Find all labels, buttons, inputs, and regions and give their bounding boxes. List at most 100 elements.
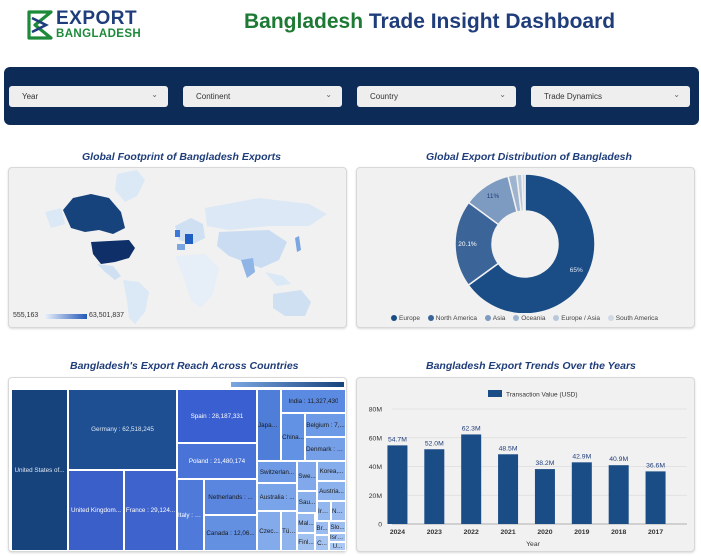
legend-dot [553,315,560,321]
legend-item-north-america[interactable]: North America [427,315,477,322]
bar-data-label: 54.7M [388,436,407,443]
map-panel-title: Global Footprint of Bangladesh Exports [82,151,281,163]
bar-data-label: 62.3M [462,425,481,432]
y-tick-label: 20M [369,493,383,500]
bar-chart[interactable]: Transaction Value (USD) 0 20M 40M 60M 80M 54.7… [357,378,694,551]
bar-2021[interactable] [498,454,519,524]
map-region-spain [177,244,185,250]
treemap-cell-india[interactable]: India : 11,327,430 [281,389,346,413]
treemap-cell-brazil[interactable]: Br... [315,521,329,535]
donut-chart[interactable]: 65% 20.1% 11% [357,168,694,313]
treemap-cell-china[interactable]: China... [281,413,305,461]
legend-dot [427,315,434,321]
bar-2024[interactable] [387,445,408,524]
country-filter-label: Country [370,92,399,101]
legend-item-south-america[interactable]: South America [607,315,658,322]
treemap-cell-sweden[interactable]: Swe... [297,461,317,491]
legend-item-europe-asia[interactable]: Europe / Asia [553,315,600,322]
map-region-russia [205,198,327,230]
bar-panel-title: Bangladesh Export Trends Over the Years [426,360,636,372]
treemap-cell-switzerland[interactable]: Switzerlan... [257,461,297,483]
donut-panel[interactable]: 65% 20.1% 11% Europe North America Asia Oc… [356,167,695,328]
bar-panel[interactable]: Transaction Value (USD) 0 20M 40M 60M 80M 54.7… [356,377,695,552]
map-region-europe [175,218,205,244]
treemap-cell-france[interactable]: France : 29,124... [124,470,177,551]
treemap-cell-uk[interactable]: United Kingdom... [68,470,124,551]
x-tick-label: 2018 [611,529,626,536]
scale-min-label: 555,163 [13,312,39,319]
treemap-cell-germany[interactable]: Germany : 62,518,245 [68,389,177,470]
continent-filter-label: Continent [196,92,231,101]
treemap-cell-korea[interactable]: Korea,... [317,461,346,481]
chevron-down-icon: ⌄ [151,90,158,99]
map-region-south-america [123,280,149,324]
bar-2019[interactable] [571,462,592,524]
treemap-cell-finland[interactable]: Finl... [297,533,315,551]
treemap-cell-netherlands[interactable]: Netherlands : ... [204,479,257,515]
treemap-cell-turkey[interactable]: Tür... [281,511,297,551]
donut-slice-europe[interactable] [467,173,596,313]
bar-2020[interactable] [534,469,555,524]
treemap-cell-usa[interactable]: United States of... [11,389,68,551]
logo-text-export: EXPORT [56,8,138,29]
treemap-panel-title: Bangladesh's Export Reach Across Countri… [70,360,299,372]
treemap-cell-japan[interactable]: Japan... [257,389,281,461]
y-tick-label: 40M [369,464,383,471]
map-region-india [241,258,255,278]
map-region-asia [217,230,287,268]
legend-item-europe[interactable]: Europe [391,315,420,322]
bar-2017[interactable] [645,471,666,524]
treemap-cell-spain[interactable]: Spain : 28,187,331 [177,389,257,443]
treemap-cell-italy[interactable]: Italy : 1... [177,479,204,551]
map-region-germany [185,234,193,244]
treemap-cell-malaysia[interactable]: Mal... [297,513,315,533]
treemap-panel[interactable]: United States of... Germany : 62,518,245… [8,377,347,552]
treemap-cell-saudi[interactable]: Sau... [297,491,317,513]
logo-arrow-icon [27,10,53,40]
x-tick-label: 2022 [464,529,479,536]
treemap-cell-austria[interactable]: Austria... [317,481,346,501]
treemap-cell-norway[interactable]: No... [331,501,346,521]
bar-2022[interactable] [461,434,482,524]
y-tick-label: 60M [369,435,383,442]
map-region-africa [175,254,219,308]
color-scale-bar [45,314,87,319]
treemap-cell-canada[interactable]: Canada : 12,06... [204,515,257,551]
filter-bar: Year ⌄ Continent ⌄ Country ⌄ Trade Dynam… [4,67,699,125]
legend-item-oceania[interactable]: Oceania [513,315,545,322]
treemap-cell-slovakia[interactable]: Slo... [329,521,346,533]
treemap-cell-poland[interactable]: Poland : 21,480,174 [177,443,257,479]
continent-filter[interactable]: Continent ⌄ [183,86,342,107]
treemap-cell-belgium[interactable]: Belgium : 7,... [305,413,346,437]
page-title: Bangladesh Trade Insight Dashboard [244,10,616,33]
x-tick-label: 2021 [501,529,516,536]
y-tick-label: 0 [378,522,382,529]
donut-slice-south-america[interactable] [521,173,526,212]
treemap-cell-ireland[interactable]: Ire... [317,501,331,521]
map-region-se-asia [265,272,291,286]
country-filter[interactable]: Country ⌄ [357,86,516,107]
y-tick-label: 80M [369,407,383,414]
legend-dot [513,315,520,321]
treemap-cell-denmark[interactable]: Denmark : 7... [305,437,346,461]
x-tick-label: 2023 [427,529,442,536]
treemap-cell-chile[interactable]: C... [315,535,329,551]
treemap-cell-u[interactable]: U... [329,542,346,551]
legend-item-asia[interactable]: Asia [484,315,505,322]
world-map-panel[interactable]: 555,163 63,501,837 [8,167,347,328]
trade-dynamics-filter[interactable]: Trade Dynamics ⌄ [531,86,690,107]
world-map[interactable] [9,168,346,327]
x-tick-label: 2020 [537,529,552,536]
treemap-cell-australia[interactable]: Australia : ... [257,483,297,511]
legend-dot [391,315,397,321]
bar-2018[interactable] [608,465,629,524]
donut-data-label: 65% [570,267,583,274]
treemap-cell-czech[interactable]: Czec... [257,511,281,551]
x-tick-label: 2024 [390,529,405,536]
chevron-down-icon: ⌄ [673,90,680,99]
bar-2023[interactable] [424,449,445,524]
treemap-cell-israel[interactable]: Isra... [329,533,346,542]
x-axis-title: Year [526,541,540,548]
map-region-australia [273,290,311,316]
year-filter[interactable]: Year ⌄ [9,86,168,107]
